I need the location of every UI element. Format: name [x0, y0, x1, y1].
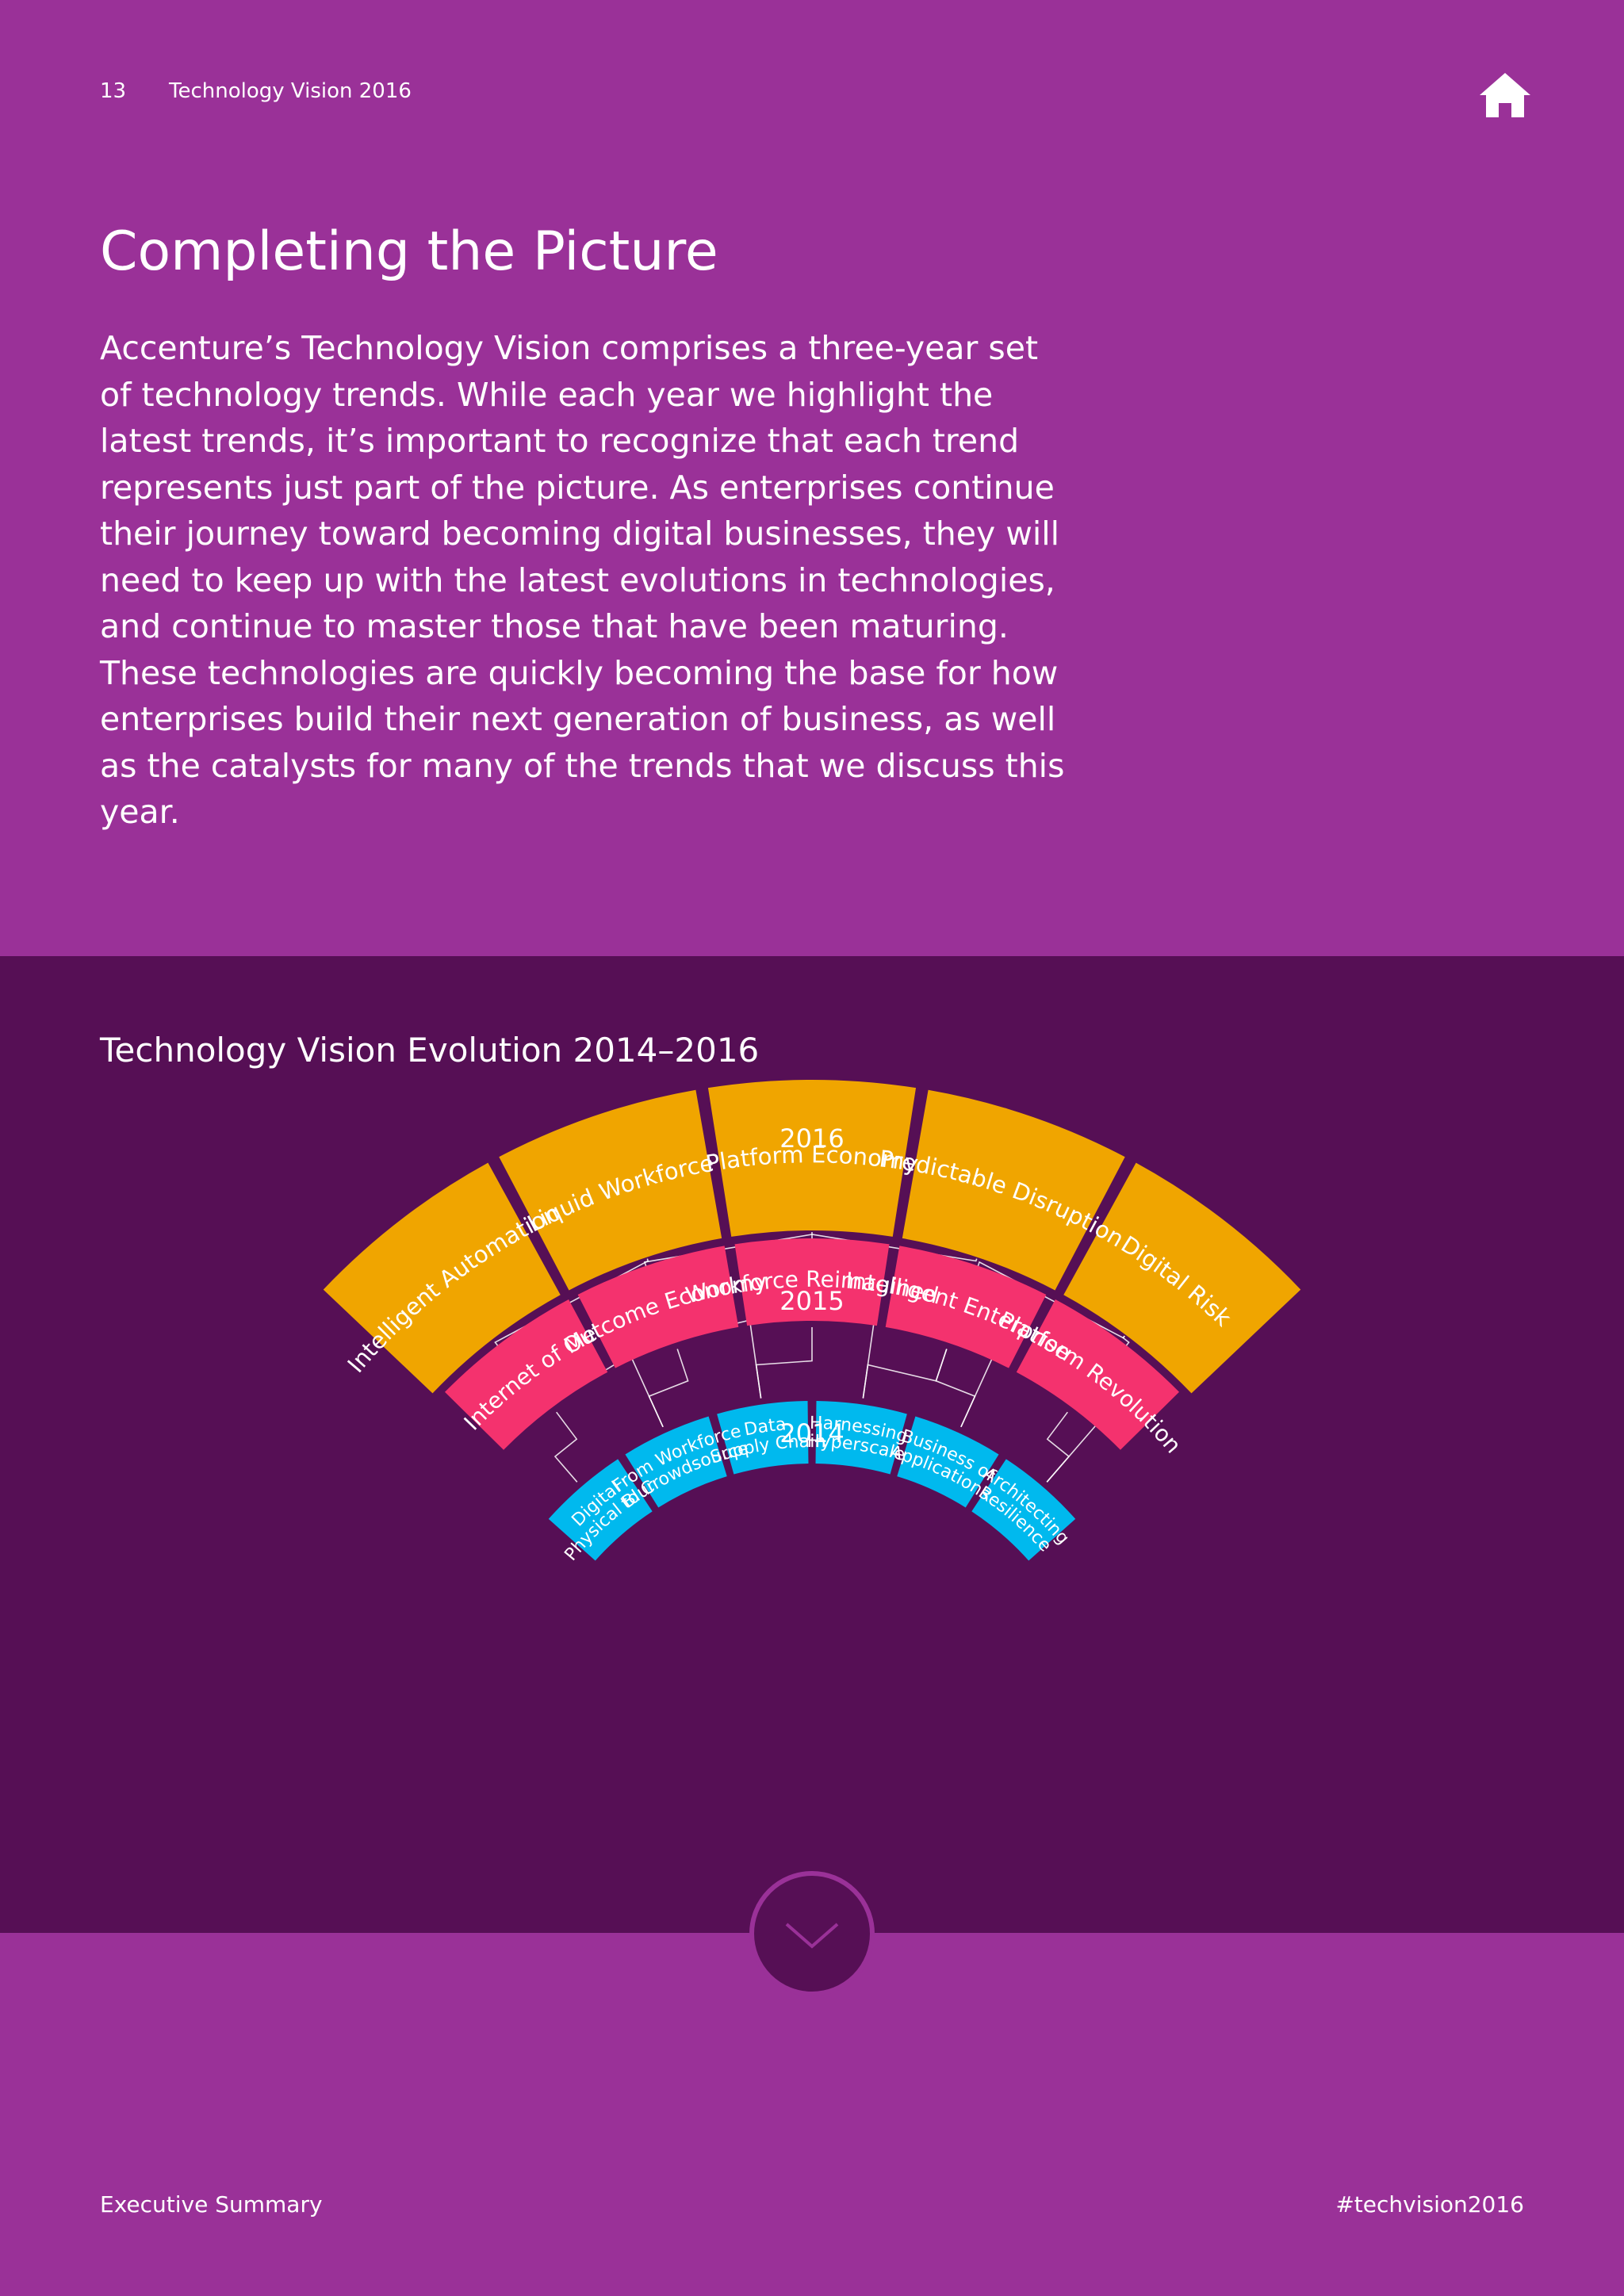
- connector-line: [494, 1258, 649, 1345]
- diagram-title: Technology Vision Evolution 2014–2016: [100, 1031, 760, 1070]
- footer-section-label: Executive Summary: [100, 2191, 323, 2218]
- scroll-down-button[interactable]: [749, 1870, 875, 1997]
- footer-hashtag: #techvision2016: [1335, 2191, 1524, 2218]
- year-label-2015: 2015: [779, 1286, 844, 1316]
- connector-line: [1046, 1411, 1071, 1483]
- page-number: 13: [100, 79, 127, 103]
- connector-line: [935, 1349, 976, 1428]
- intro-paragraph: Accenture’s Technology Vision comprises …: [100, 329, 1065, 831]
- year-label-2014: 2014: [779, 1418, 844, 1448]
- home-button[interactable]: [1478, 70, 1532, 121]
- trend-segments: [323, 1080, 1301, 1561]
- chevron-down-icon: [785, 1923, 839, 1949]
- trend-segment-2016: [499, 1089, 722, 1291]
- connector-line: [553, 1411, 578, 1483]
- year-labels: 2016 2015 2014: [779, 1123, 844, 1448]
- connector-line: [643, 1232, 813, 1265]
- trend-segment-2014: [625, 1416, 727, 1508]
- connector-line: [755, 1327, 813, 1399]
- scroll-button-circle: [749, 1871, 875, 1996]
- trend-segment-2014: [971, 1459, 1076, 1561]
- connector-line: [811, 1234, 978, 1262]
- trend-segment-2014: [897, 1416, 999, 1508]
- trend-segment-2015: [885, 1246, 1047, 1368]
- trend-segment-2015: [577, 1246, 739, 1368]
- connector-line: [648, 1349, 689, 1428]
- trend-segment-2015: [444, 1299, 608, 1450]
- trend-segment-2014: [717, 1401, 809, 1475]
- connector-line: [1122, 1335, 1130, 1345]
- trend-segment-2015: [1016, 1299, 1180, 1450]
- trend-segment-2016: [1063, 1162, 1301, 1394]
- home-icon: [1480, 73, 1530, 117]
- trend-segment-2016: [707, 1080, 917, 1237]
- trend-segment-2016: [902, 1089, 1125, 1291]
- connector-line: [862, 1349, 948, 1399]
- trend-segment-2014: [815, 1401, 907, 1475]
- trend-segment-2015: [734, 1238, 890, 1326]
- trend-segment-2014: [548, 1459, 653, 1561]
- section-title: Completing the Picture: [100, 220, 718, 283]
- trend-segment-2016: [323, 1162, 561, 1394]
- document-title: Technology Vision 2016: [169, 79, 412, 103]
- year-label-2016: 2016: [779, 1123, 844, 1154]
